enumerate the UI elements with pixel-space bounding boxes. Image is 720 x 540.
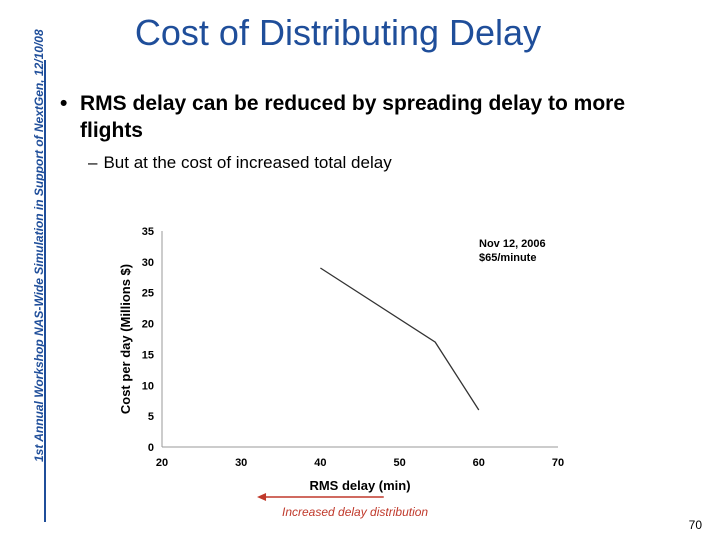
y-tick-label: 30 xyxy=(142,257,154,269)
y-tick-label: 15 xyxy=(142,349,154,361)
cost-series-line xyxy=(320,267,480,411)
x-tick-label: 70 xyxy=(552,457,564,469)
x-tick-label: 30 xyxy=(235,457,247,469)
x-axis-label: RMS delay (min) xyxy=(309,478,410,493)
y-tick-label: 35 xyxy=(142,226,154,238)
annotation-date: Nov 12, 2006 xyxy=(479,238,546,250)
y-axis-label: Cost per day (Millions $) xyxy=(118,264,133,414)
x-tick-label: 40 xyxy=(314,457,326,469)
slide-title: Cost of Distributing Delay xyxy=(134,12,542,53)
annotation-rate: $65/minute xyxy=(479,252,537,264)
y-tick-labels: 0 5 10 15 20 25 30 35 xyxy=(142,226,154,454)
y-tick-label: 10 xyxy=(142,380,154,392)
x-tick-label: 60 xyxy=(473,457,485,469)
x-tick-labels: 20 30 40 50 60 70 xyxy=(156,457,564,469)
sub-bullet: – But at the cost of increased total dela… xyxy=(88,153,648,173)
x-tick-label: 50 xyxy=(393,457,405,469)
bullet-dot-icon: • xyxy=(60,92,68,115)
dash-icon: – xyxy=(88,153,98,172)
main-bullet: • RMS delay can be reduced by spreading … xyxy=(60,90,660,144)
page-number: 70 xyxy=(688,518,702,532)
side-rail xyxy=(0,60,46,522)
cost-vs-rms-delay-chart: 0 5 10 15 20 25 30 35 20 30 40 50 60 70 RMS delay (m… xyxy=(118,226,564,501)
y-tick-label: 20 xyxy=(142,319,154,331)
y-tick-label: 0 xyxy=(148,442,154,454)
x-tick-label: 20 xyxy=(156,457,168,469)
arrow-caption: Increased delay distribution xyxy=(282,505,429,519)
chart-axes xyxy=(161,231,558,448)
sub-bullet-text: But at the cost of increased total delay xyxy=(103,153,392,172)
chart-annotation: Nov 12, 2006 $65/minute xyxy=(479,237,546,265)
side-vertical-caption: 1st Annual Workshop NAS-Wide Simulation … xyxy=(32,29,46,462)
y-tick-label: 25 xyxy=(142,288,154,300)
main-bullet-text: RMS delay can be reduced by spreading de… xyxy=(80,92,625,142)
arrow-head-icon xyxy=(257,493,267,501)
y-tick-label: 5 xyxy=(148,411,154,423)
